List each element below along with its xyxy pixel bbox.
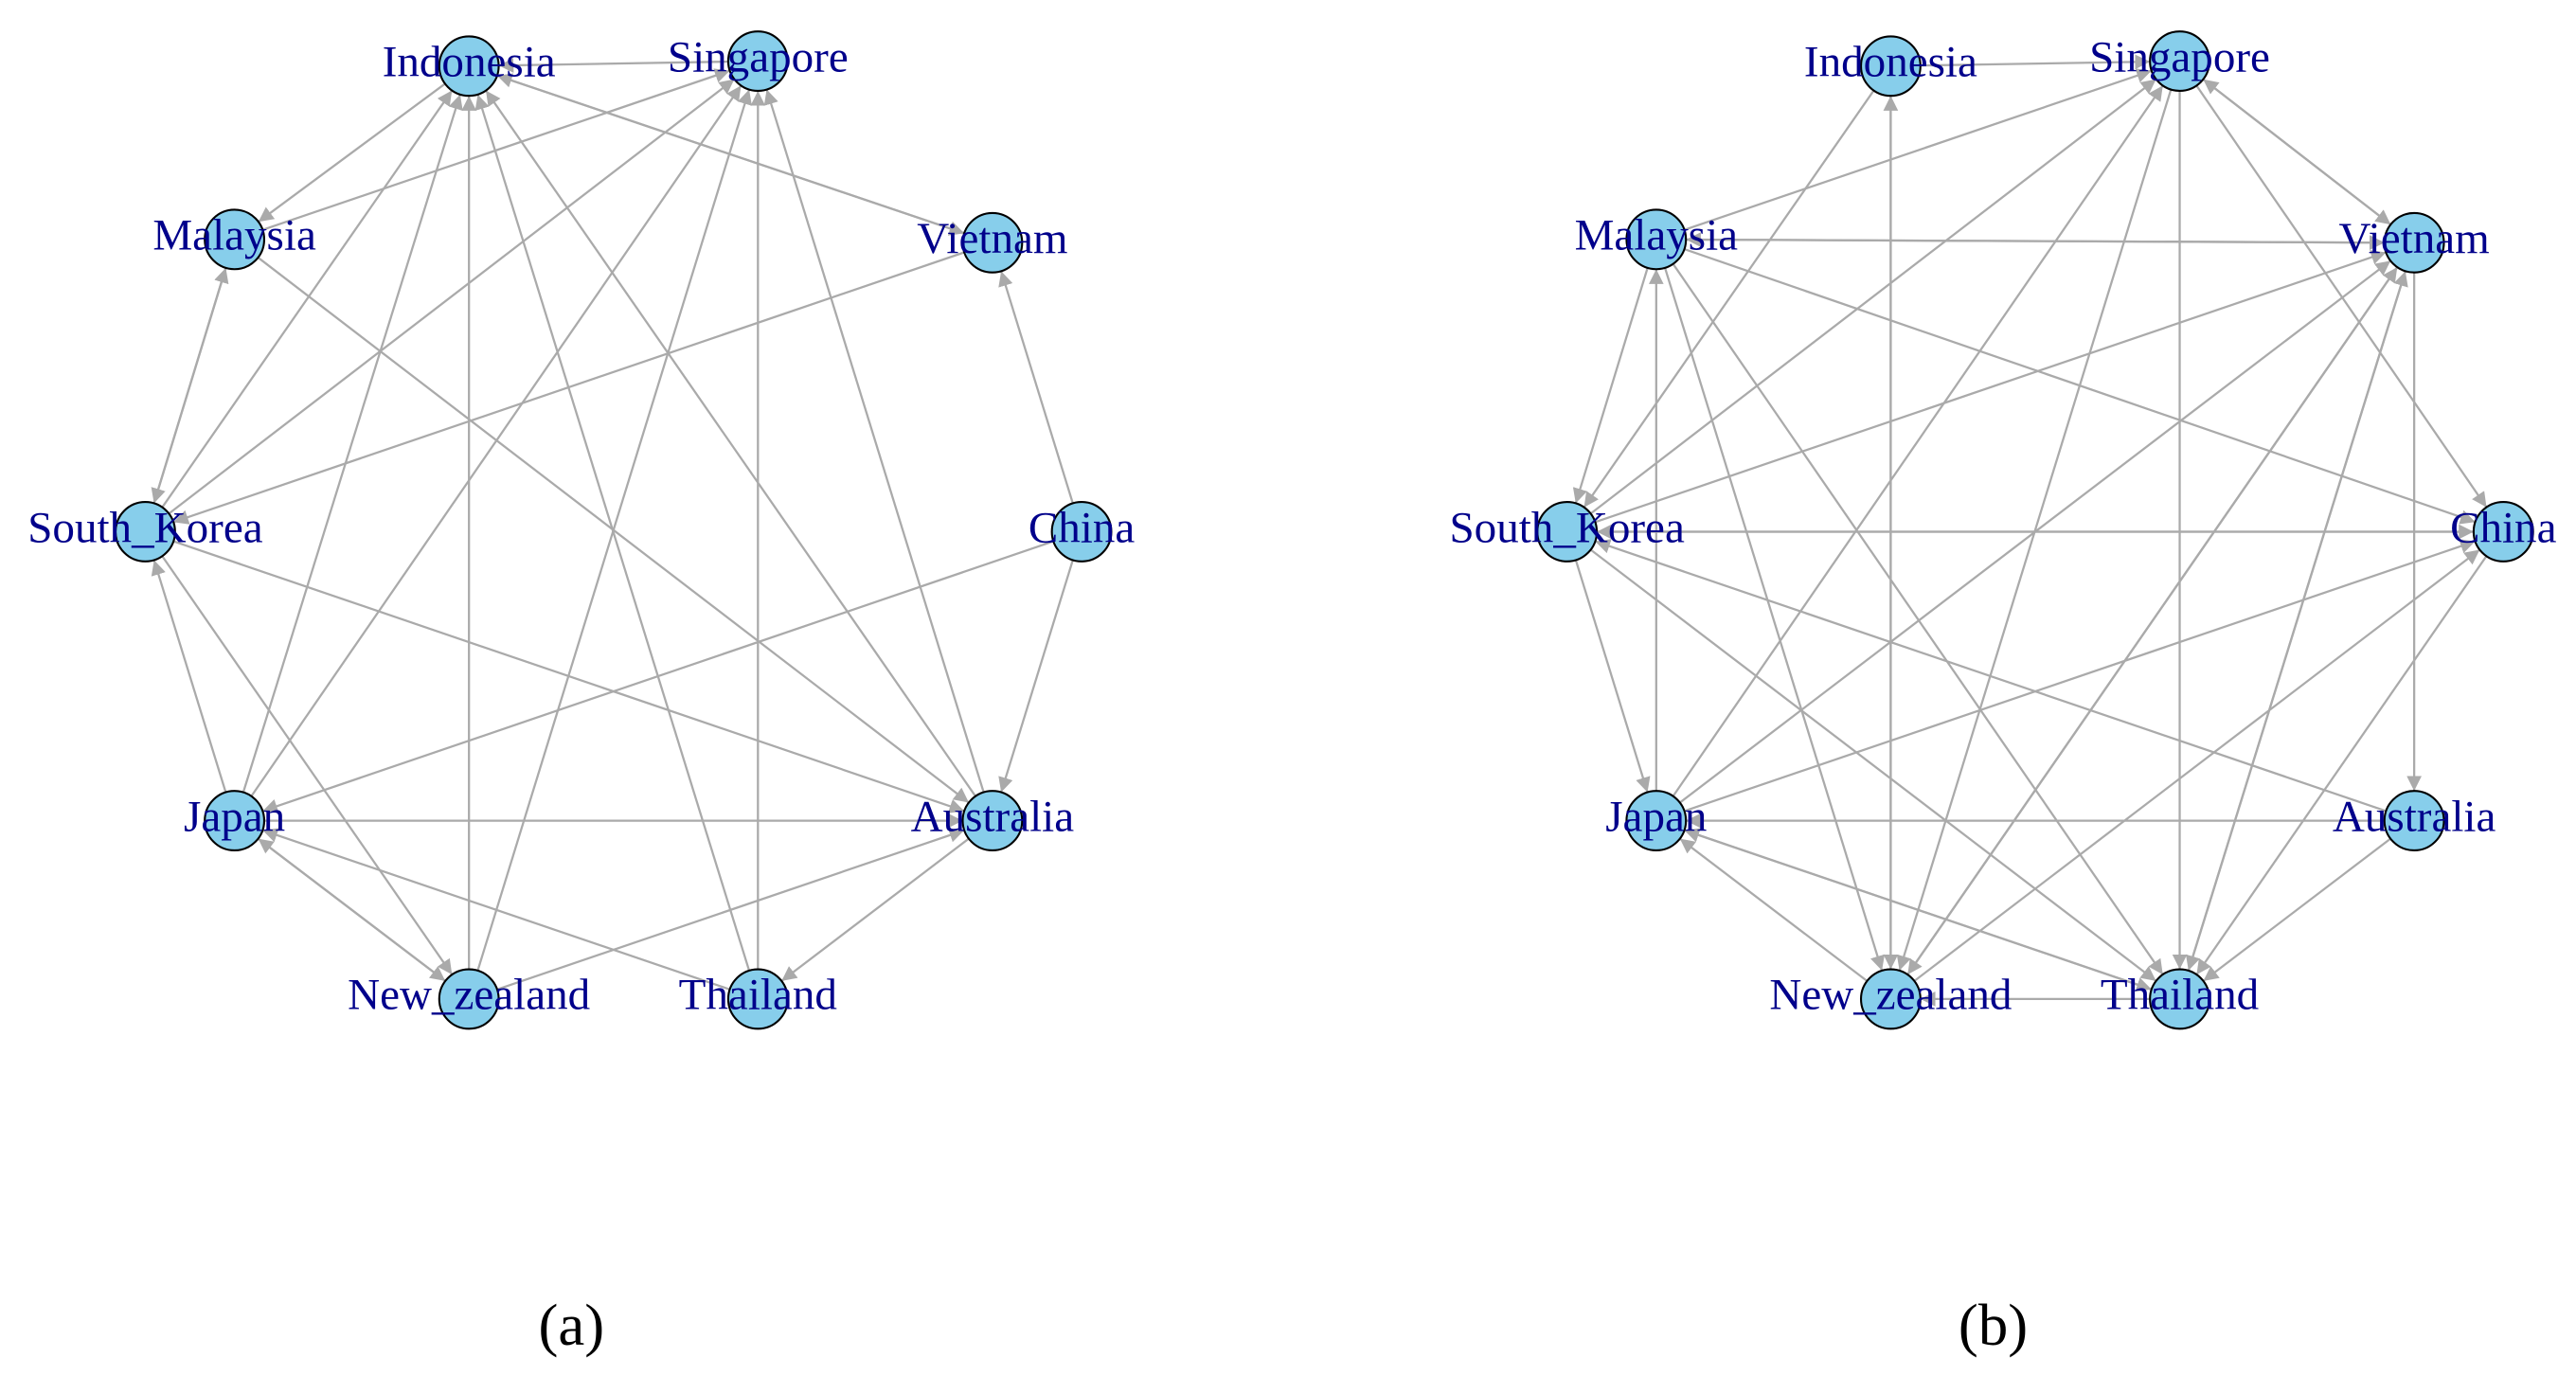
node: [961, 790, 1024, 852]
caption: (b): [1959, 1292, 2028, 1358]
edge: [1684, 68, 2153, 231]
node: [726, 968, 789, 1030]
edges: [151, 54, 2488, 1007]
edge: [496, 828, 965, 991]
node-label: New_zealand: [1769, 971, 2012, 1020]
edge: [1913, 548, 2481, 982]
edge: [168, 78, 736, 515]
edge: [498, 58, 728, 73]
node: [204, 790, 266, 852]
node-label: Vietnam: [917, 214, 1067, 263]
edge: [1684, 539, 2476, 813]
edge: [1574, 560, 1651, 793]
edge: [242, 94, 463, 793]
edge: [474, 94, 751, 972]
edge: [151, 560, 227, 793]
edge: [1679, 837, 1869, 982]
node-label: Australia: [911, 792, 1075, 841]
edge: [261, 68, 730, 231]
edge: [2202, 837, 2391, 982]
edge: [261, 828, 730, 991]
node: [2472, 501, 2534, 563]
edge: [1906, 266, 2399, 975]
node-label: Japan: [1605, 792, 1707, 841]
node: [1625, 790, 1688, 852]
node-label: Australia: [2333, 792, 2496, 841]
node: [961, 211, 1024, 274]
edge: [261, 540, 1054, 813]
edge: [258, 82, 446, 223]
node: [204, 208, 266, 271]
edge: [1572, 267, 1649, 504]
edge: [780, 837, 970, 982]
node-label: China: [2450, 503, 2557, 552]
edge: [1583, 89, 1875, 509]
node-label: Vietnam: [2339, 214, 2490, 263]
node-label: Thailand: [2101, 971, 2259, 1020]
edge: [151, 267, 227, 504]
node: [438, 968, 500, 1030]
node: [1050, 501, 1113, 563]
caption: (a): [538, 1292, 604, 1358]
node-label: Japan: [184, 792, 285, 841]
edge: [1663, 267, 1886, 972]
edge: [172, 251, 965, 525]
node: [2149, 968, 2210, 1030]
node-label: China: [1029, 503, 1136, 552]
edge: [257, 257, 970, 804]
node: [115, 501, 176, 563]
edge: [2202, 78, 2392, 226]
node: [1859, 35, 1922, 98]
node: [2383, 790, 2445, 852]
edge: [496, 73, 965, 235]
node: [438, 35, 500, 98]
node-label: New_zealand: [348, 971, 590, 1020]
node-label: Thailand: [679, 971, 837, 1020]
edge: [2195, 555, 2488, 975]
edge: [1686, 232, 2385, 247]
edge: [1595, 250, 2387, 524]
nodes: Indonesia Singapore Malaysia Vietnam South_K…: [27, 30, 2557, 1030]
edge: [172, 540, 965, 813]
node-label: Indonesia: [1804, 38, 1977, 87]
node: [1625, 208, 1688, 271]
edge: [1896, 89, 2173, 972]
node-label: Singapore: [2089, 32, 2270, 81]
edge: [1589, 548, 2157, 982]
edge: [1684, 829, 2153, 992]
node-label: Singapore: [668, 32, 849, 81]
node: [726, 30, 789, 92]
edge: [2195, 84, 2488, 509]
node: [1536, 501, 1599, 563]
edge: [998, 560, 1074, 793]
edge: [257, 837, 446, 982]
node-label: South_Korea: [1449, 503, 1684, 552]
edge: [763, 89, 985, 793]
edge: [2185, 270, 2406, 972]
node-label: Malaysia: [152, 211, 316, 260]
node-label: Indonesia: [383, 38, 556, 87]
edge: [1920, 54, 2151, 70]
node-label: South_Korea: [27, 503, 262, 552]
edge: [998, 270, 1074, 504]
edge: [161, 89, 454, 509]
node-label: Malaysia: [1575, 211, 1739, 260]
edge: [161, 555, 454, 975]
edge: [1672, 84, 2164, 797]
node: [1859, 968, 1922, 1030]
node: [2149, 30, 2210, 92]
edge: [1672, 263, 2164, 975]
edge: [485, 89, 976, 797]
edge: [1589, 78, 2157, 515]
node: [2383, 211, 2445, 274]
